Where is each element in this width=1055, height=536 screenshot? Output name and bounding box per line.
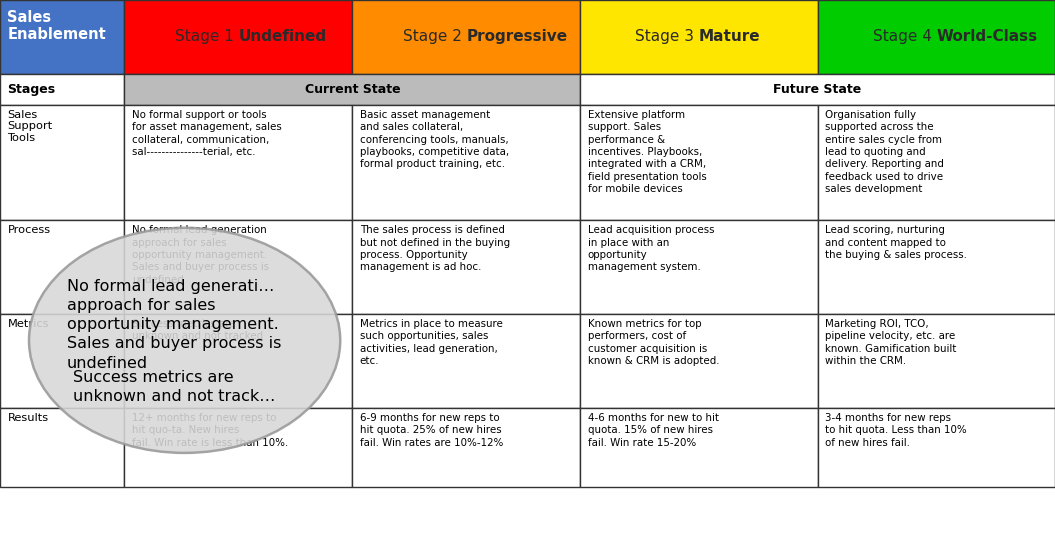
Bar [124,220,352,314]
Bar [580,220,818,314]
Text: Process: Process [7,225,51,235]
Text: Future State: Future State [773,83,862,96]
Bar [580,408,818,487]
Text: Metrics: Metrics [7,319,49,329]
Text: Progressive: Progressive [466,29,568,44]
Text: Mature: Mature [698,29,761,44]
Text: Stage 2: Stage 2 [403,29,466,44]
Bar [0,220,124,314]
Text: Success metrics are
unknown and not tracked: Success metrics are unknown and not trac… [132,319,263,341]
Text: Stages: Stages [7,83,56,96]
Text: World-Class: World-Class [937,29,1037,44]
Bar [352,408,580,487]
Text: Marketing ROI, TCO,
pipeline velocity, etc. are
known. Gamification built
within: Marketing ROI, TCO, pipeline velocity, e… [825,319,957,366]
Bar [352,314,580,408]
Bar [818,220,1055,314]
Text: 12+ months for new reps to
hit quo­ta. New hires
fail. Win rate is less than 10%: 12+ months for new reps to hit quo­ta. N… [132,413,288,448]
Text: No formal support or tools
for asset management, sales
collateral, communication: No formal support or tools for asset man… [132,110,282,157]
Bar [0,105,124,220]
Bar [0,408,124,487]
Text: Known metrics for top
performers, cost of
customer acquisition is
known & CRM is: Known metrics for top performers, cost o… [588,319,720,366]
Bar [124,105,352,220]
Bar [352,105,580,220]
Bar [818,0,1055,74]
Ellipse shape [30,228,340,453]
Text: Sales
Enablement: Sales Enablement [7,10,107,42]
Bar [124,74,580,105]
Text: No formal lead generati…
approach for sales
opportunity management.
Sales and bu: No formal lead generati… approach for sa… [66,279,282,370]
Bar [580,105,818,220]
Bar [818,314,1055,408]
Bar [0,314,124,408]
Text: 6-9 months for new reps to
hit quota. 25% of new hires
fail. Win rates are 10%-1: 6-9 months for new reps to hit quota. 25… [360,413,503,448]
Text: Success metrics are
unknown and not track…: Success metrics are unknown and not trac… [73,370,275,404]
Text: No formal lead generation
approach for sales
opportunity management.
Sales and b: No formal lead generation approach for s… [132,225,269,285]
Bar [0,0,124,74]
Bar [124,408,352,487]
Bar [0,74,124,105]
Text: Metrics in place to measure
such opportunities, sales
activities, lead generatio: Metrics in place to measure such opportu… [360,319,502,366]
Bar [580,314,818,408]
Text: Lead acquisition process
in place with an
opportunity
management system.: Lead acquisition process in place with a… [588,225,714,272]
Text: Undefined: Undefined [238,29,327,44]
Text: Stage 3: Stage 3 [635,29,698,44]
Bar [580,0,818,74]
Bar [352,220,580,314]
Bar [124,0,352,74]
Text: Lead scoring, nurturing
and content mapped to
the buying & sales process.: Lead scoring, nurturing and content mapp… [825,225,966,260]
Bar [818,408,1055,487]
Text: 3-4 months for new reps
to hit quota. Less than 10%
of new hires fail.: 3-4 months for new reps to hit quota. Le… [825,413,966,448]
Text: Stage 4: Stage 4 [872,29,937,44]
Text: Extensive platform
support. Sales
performance &
incentives. Playbooks,
integrate: Extensive platform support. Sales perfor… [588,110,707,194]
Text: Stage 1: Stage 1 [175,29,238,44]
Text: Organisation fully
supported across the
entire sales cycle from
lead to quoting : Organisation fully supported across the … [825,110,944,194]
Text: Sales
Support
Tools: Sales Support Tools [7,110,53,143]
Text: Results: Results [7,413,49,423]
Text: The sales process is defined
but not defined in the buying
process. Opportunity
: The sales process is defined but not def… [360,225,510,272]
Bar [818,105,1055,220]
Bar [352,0,580,74]
Bar [580,74,1055,105]
Bar [124,314,352,408]
Text: Current State: Current State [305,83,400,96]
Text: Basic asset management
and sales collateral,
conferencing tools, manuals,
playbo: Basic asset management and sales collate… [360,110,509,169]
Text: 4-6 months for new to hit
quota. 15% of new hires
fail. Win rate 15-20%: 4-6 months for new to hit quota. 15% of … [588,413,718,448]
